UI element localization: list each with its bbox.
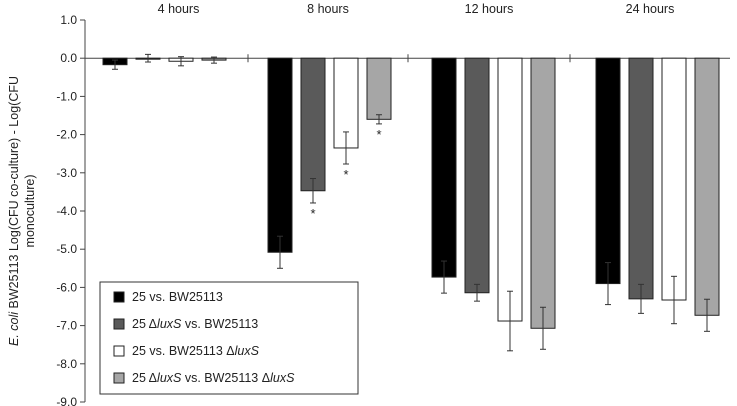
- legend-text-part: luxS: [235, 344, 260, 358]
- significance-asterisk: *: [343, 167, 348, 182]
- category-label: 8 hours: [307, 2, 349, 16]
- legend-entry-label: 25 vs. BW25113: [132, 290, 223, 304]
- error-bars: [112, 53, 710, 352]
- bar: [628, 57, 654, 300]
- significance-markers: * * *: [310, 127, 381, 221]
- legend-text-part: 25 Δ: [132, 317, 157, 331]
- category-labels: 4 hours 8 hours 12 hours 24 hours: [158, 2, 675, 16]
- legend-text-part: luxS: [157, 371, 182, 385]
- legend-swatch: [113, 318, 125, 330]
- legend-entry-label: 25 ΔluxS vs. BW25113 ΔluxS: [132, 371, 295, 385]
- legend-swatch: [113, 291, 125, 303]
- legend-text-part: vs. BW25113 Δ: [181, 371, 270, 385]
- y-tick-label: -6.0: [56, 280, 77, 294]
- y-tick-label: -5.0: [56, 242, 77, 256]
- y-axis-label-line1: E. coli BW25113 Log(CFU co-culture) - Lo…: [7, 76, 21, 346]
- legend-box: [99, 281, 359, 395]
- bar: [530, 57, 556, 329]
- y-tick-label: -8.0: [56, 357, 77, 371]
- legend-text-part: vs. BW25113: [181, 317, 258, 331]
- y-tick-label: -9.0: [56, 395, 77, 406]
- bar: [464, 57, 490, 294]
- bar: [267, 57, 293, 253]
- y-axis-label: E. coli BW25113 Log(CFU co-culture) - Lo…: [7, 76, 37, 346]
- legend-entry-label: 25 ΔluxS vs. BW25113: [132, 317, 258, 331]
- significance-asterisk: *: [310, 206, 315, 221]
- y-tick-label: 1.0: [60, 13, 77, 27]
- bar: [366, 57, 392, 120]
- bar: [300, 57, 326, 192]
- legend-entry-label: 25 vs. BW25113 ΔluxS: [132, 344, 260, 358]
- y-tick-label: -3.0: [56, 166, 77, 180]
- legend-text-part: luxS: [270, 371, 295, 385]
- bar: [661, 57, 687, 301]
- legend-swatch: [113, 345, 125, 357]
- bar: [595, 57, 621, 285]
- y-axis-label-italic: E. coli: [7, 311, 21, 346]
- y-axis-label-line2: monoculture): [23, 175, 37, 248]
- category-label: 4 hours: [158, 2, 200, 16]
- y-tick-label: 0.0: [60, 51, 77, 65]
- y-tick-label: -7.0: [56, 319, 77, 333]
- legend-text-part: 25 vs. BW25113 Δ: [132, 344, 235, 358]
- y-axis: 1.0 0.0 -1.0 -2.0 -3.0 -4.0 -5.0 -6.0 -7.0 -8.0 -9…: [56, 13, 86, 406]
- legend-text-part: 25 vs. BW25113: [132, 290, 223, 304]
- legend-swatch: [113, 372, 125, 384]
- legend-text-part: luxS: [157, 317, 182, 331]
- y-axis-label-rest: BW25113 Log(CFU co-culture) - Log(CFU: [7, 76, 21, 312]
- category-label: 24 hours: [626, 2, 675, 16]
- bar: [431, 57, 457, 278]
- category-label: 12 hours: [465, 2, 514, 16]
- y-tick-label: -4.0: [56, 204, 77, 218]
- legend-text-part: 25 Δ: [132, 371, 157, 385]
- bar: [694, 57, 720, 316]
- bar: [497, 57, 523, 322]
- y-tick-label: -1.0: [56, 89, 77, 103]
- y-tick-label: -2.0: [56, 128, 77, 142]
- significance-asterisk: *: [376, 127, 381, 142]
